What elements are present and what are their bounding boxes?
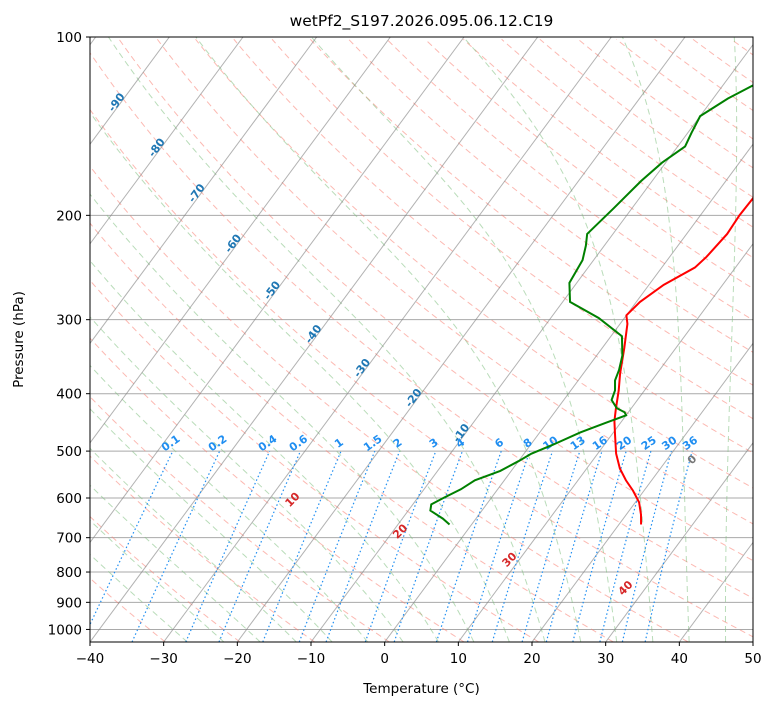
mixing-ratio-line-10: [491, 450, 554, 642]
mixing-ratio-line-3: [364, 450, 437, 642]
mixing-ratio-line-8: [466, 450, 531, 642]
moist-adiabat-20: [108, 37, 546, 642]
mixing-ratio-lines: [90, 450, 693, 642]
moist-adiabat-0: [90, 316, 404, 642]
x-tick-label: 40: [671, 651, 688, 667]
isotherm-0: [384, 143, 753, 642]
dry-adiabat-460: [577, 38, 753, 169]
temperature-profile-line: [613, 196, 753, 525]
isotherm--10: [310, 43, 753, 642]
plot-frame: [89, 36, 754, 643]
x-tick-label: 30: [597, 651, 614, 667]
dry-adiabat-310: [90, 165, 689, 642]
moist-adiabat-5: [90, 260, 439, 642]
isotherm--90: [90, 37, 170, 146]
moist-adiabat--20: [90, 484, 261, 642]
y-tick-label: 200: [56, 208, 82, 224]
isotherm--40: [90, 37, 539, 642]
x-axis-ticks: −40 −30 −20 −10 0 10 20 30 40 50: [76, 642, 762, 667]
isotherm--70: [90, 37, 318, 345]
dry-adiabat-380: [271, 38, 753, 420]
isotherm--60: [90, 37, 391, 444]
x-tick-label: −20: [223, 651, 252, 667]
x-tick-label: 10: [450, 651, 467, 667]
dry-adiabat-300: [90, 222, 614, 642]
moist-adiabat-lines: [90, 37, 738, 642]
dry-adiabat-440: [501, 38, 753, 228]
isotherm--80: [90, 37, 244, 245]
x-tick-label: 50: [744, 651, 761, 667]
mixing-ratio-line-1: [262, 450, 342, 642]
mixing-ratio-line-2: [325, 450, 401, 642]
moist-adiabat--30: [90, 553, 188, 642]
mixing-ratio-line-13: [521, 450, 581, 642]
dry-adiabat-270: [90, 395, 390, 642]
mixing-ratio-line-25: [599, 450, 652, 642]
moist-adiabat--5: [90, 364, 369, 642]
mixing-ratio-line-0-6: [218, 450, 302, 642]
dry-adiabat-260: [90, 455, 315, 642]
dry-adiabat-330: [90, 52, 753, 599]
mixing-ratio-line-20: [572, 450, 627, 642]
y-tick-label: 100: [56, 30, 82, 46]
moist-adiabat-40: [621, 37, 690, 642]
dry-adiabat-430: [463, 38, 753, 259]
y-axis-ticks: 1000 900 800 700 600 500 400 300 200 100: [48, 30, 90, 638]
dry-adiabat-400: [348, 38, 753, 353]
y-tick-label: 700: [56, 531, 82, 547]
x-tick-label: 20: [523, 651, 540, 667]
dry-adiabat-290: [90, 279, 540, 642]
y-tick-label: 600: [56, 491, 82, 507]
x-axis-label: Temperature (°C): [362, 681, 480, 697]
isotherm--20: [236, 37, 686, 642]
moist-adiabat--25: [90, 519, 225, 642]
mixing-ratio-line-16: [545, 450, 603, 642]
dewpoint-profile-line: [429, 84, 753, 526]
moist-adiabat-15: [90, 111, 510, 642]
isotherm-10: [457, 242, 753, 642]
isotherm--30: [163, 37, 612, 642]
isotherm-30: [605, 442, 753, 642]
dry-adiabat-450: [539, 38, 753, 198]
dry-adiabat-360: [195, 38, 753, 489]
y-tick-label: 900: [56, 595, 82, 611]
dry-adiabat-320: [90, 108, 753, 638]
mixing-ratio-line-0-4: [185, 450, 271, 642]
dry-adiabat-390: [309, 38, 753, 386]
mixing-ratio-line-6: [435, 450, 502, 642]
mixing-ratio-line-1-5: [298, 450, 376, 642]
x-tick-label: −10: [297, 651, 326, 667]
x-tick-label: −30: [149, 651, 178, 667]
chart-title: wetPf2_S197.2026.095.06.12.C19: [290, 12, 554, 31]
x-tick-label: −40: [76, 651, 105, 667]
isotherm-20: [531, 342, 753, 642]
isotherm-lines: [90, 37, 753, 642]
moist-adiabat-25: [195, 37, 582, 642]
y-tick-label: 1000: [48, 622, 82, 638]
mixing-ratio-line-30: [621, 450, 672, 642]
moist-adiabat-35: [462, 37, 654, 642]
isotherm--50: [90, 37, 465, 544]
moist-adiabat-45: [724, 37, 738, 642]
moist-adiabat--15: [90, 447, 297, 642]
y-tick-label: 300: [56, 313, 82, 329]
dry-adiabat-340: [118, 38, 753, 562]
y-tick-label: 500: [56, 444, 82, 460]
y-tick-label: 400: [56, 387, 82, 403]
mixing-ratio-line-4: [393, 450, 463, 642]
x-tick-label: 0: [380, 651, 389, 667]
moist-adiabat-30: [310, 37, 618, 642]
moist-adiabat--10: [90, 408, 333, 642]
y-tick-label: 800: [56, 565, 82, 581]
mixing-ratio-line-36: [644, 450, 693, 642]
plot-area: 0.10.20.40.611.52346810131620253036-100-…: [90, 37, 753, 642]
y-axis-label: Pressure (hPa): [11, 291, 27, 388]
